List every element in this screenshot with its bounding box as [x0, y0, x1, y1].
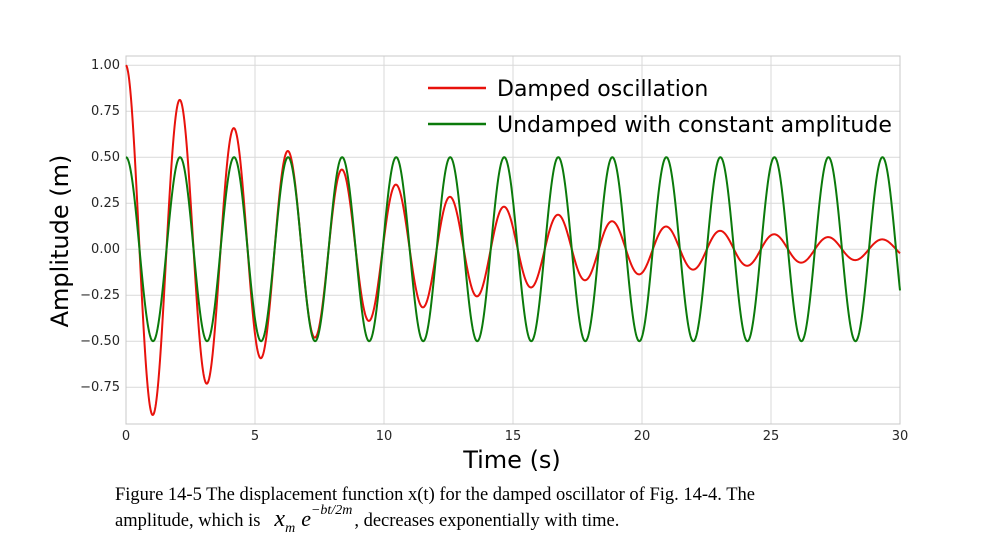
- amplitude-formula: xm e−bt/2m: [274, 503, 352, 536]
- y-tick-label: −0.50: [80, 334, 120, 349]
- y-tick-label: 0.75: [91, 104, 120, 119]
- y-tick-label: 1.00: [91, 58, 120, 73]
- series-lines: [125, 64, 901, 416]
- formula-base: x: [274, 506, 286, 532]
- caption-line-2-end: , decreases exponentially with time.: [354, 511, 620, 531]
- caption-line-2-start: amplitude, which is: [115, 511, 261, 531]
- x-tick-label: 5: [251, 429, 259, 444]
- legend: Damped oscillation Undamped with constan…: [428, 77, 892, 138]
- formula-exponent: −bt/2m: [310, 503, 353, 518]
- x-tick-label: 0: [122, 429, 130, 444]
- formula-subscript: m: [285, 521, 296, 536]
- x-tick-label: 30: [892, 429, 909, 444]
- x-tick-label: 15: [505, 429, 522, 444]
- caption-line-2: amplitude, which is xm e−bt/2m, decreases …: [115, 503, 915, 536]
- y-tick-label: 0.00: [91, 242, 120, 257]
- x-tick-label: 20: [634, 429, 651, 444]
- caption-line-1: Figure 14-5 The displacement function x(…: [115, 485, 755, 505]
- y-tick-label: −0.25: [80, 288, 120, 303]
- y-tick-label: 0.25: [91, 196, 120, 211]
- x-tick-label: 10: [376, 429, 393, 444]
- x-axis-label: Time (s): [462, 446, 561, 474]
- grid-lines: [125, 56, 901, 424]
- undamped-series-line: [125, 156, 901, 343]
- legend-label-undamped: Undamped with constant amplitude: [497, 113, 892, 138]
- y-axis-ticks: 1.00 0.75 0.50 0.25 0.00 −0.25 −0.50 −0.75: [80, 58, 120, 395]
- damped-series-line: [125, 64, 901, 416]
- y-tick-label: −0.75: [80, 380, 120, 395]
- y-axis-label: Amplitude (m): [46, 155, 74, 328]
- x-tick-label: 25: [763, 429, 780, 444]
- y-tick-label: 0.50: [91, 150, 120, 165]
- plot-frame: [125, 55, 901, 425]
- figure-caption: Figure 14-5 The displacement function x(…: [115, 484, 915, 536]
- legend-label-damped: Damped oscillation: [497, 77, 708, 102]
- formula-exp-base: e: [301, 506, 311, 531]
- x-axis-ticks: 0 5 10 15 20 25 30: [122, 429, 908, 444]
